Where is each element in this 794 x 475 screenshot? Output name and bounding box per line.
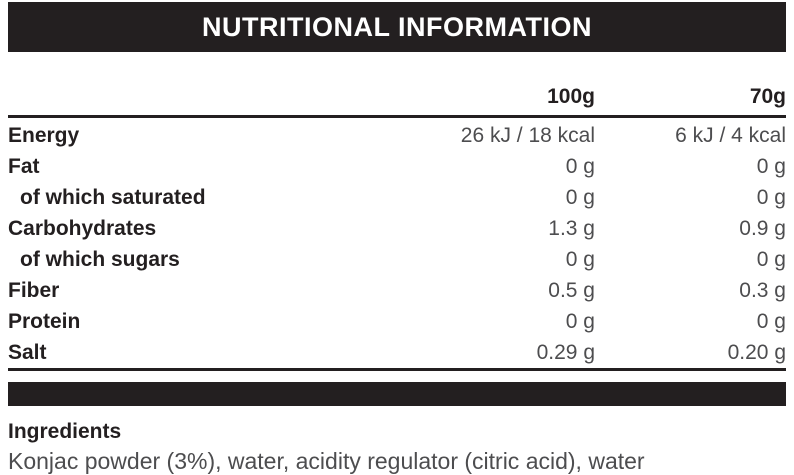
nutrient-label: Carbohydrates [8,216,157,240]
value-100g: 0.29 g [536,340,595,364]
value-70g: 0 g [756,154,786,178]
table-row: Protein 0 g 0 g [8,306,786,337]
nutrition-table-body: Energy 26 kJ / 18 kcal 6 kJ / 4 kcal Fat… [8,118,786,368]
value-100g: 0 g [565,247,595,271]
table-bottom-divider [8,368,786,371]
value-70g: 0.9 g [739,216,786,240]
value-70g: 6 kJ / 4 kcal [675,123,786,147]
value-100g: 0 g [565,154,595,178]
nutrient-label: Fiber [8,278,60,302]
nutrient-label: of which sugars [20,247,180,271]
table-row: of which sugars 0 g 0 g [8,244,786,275]
title-bar: NUTRITIONAL INFORMATION [8,2,786,52]
nutrient-label: Salt [8,340,47,364]
value-100g: 0.5 g [548,278,595,302]
ingredients-text: Konjac powder (3%), water, acidity regul… [8,448,645,474]
value-70g: 0 g [756,185,786,209]
ingredients-heading: Ingredients [8,420,122,443]
value-100g: 0 g [565,309,595,333]
column-header-70g: 70g [749,85,786,108]
bottom-black-bar [8,382,786,406]
nutrient-label: Fat [8,154,40,178]
header-divider [8,115,786,118]
table-row: Energy 26 kJ / 18 kcal 6 kJ / 4 kcal [8,120,786,151]
column-header-row: 100g 70g [8,82,786,109]
page-title: NUTRITIONAL INFORMATION [202,11,592,42]
value-70g: 0.3 g [739,278,786,302]
value-100g: 1.3 g [548,216,595,240]
nutrient-label: of which saturated [20,185,206,209]
column-header-100g: 100g [547,85,595,108]
table-row: Fat 0 g 0 g [8,151,786,182]
ingredients-section: Ingredients Konjac powder (3%), water, a… [8,420,786,475]
nutrient-label: Energy [8,123,80,147]
table-row: Fiber 0.5 g 0.3 g [8,275,786,306]
value-70g: 0.20 g [727,340,786,364]
table-row: of which saturated 0 g 0 g [8,182,786,213]
value-100g: 0 g [565,185,595,209]
value-70g: 0 g [756,247,786,271]
value-70g: 0 g [756,309,786,333]
nutrient-label: Protein [8,309,81,333]
table-row: Carbohydrates 1.3 g 0.9 g [8,213,786,244]
table-row: Salt 0.29 g 0.20 g [8,337,786,368]
value-100g: 26 kJ / 18 kcal [460,123,595,147]
